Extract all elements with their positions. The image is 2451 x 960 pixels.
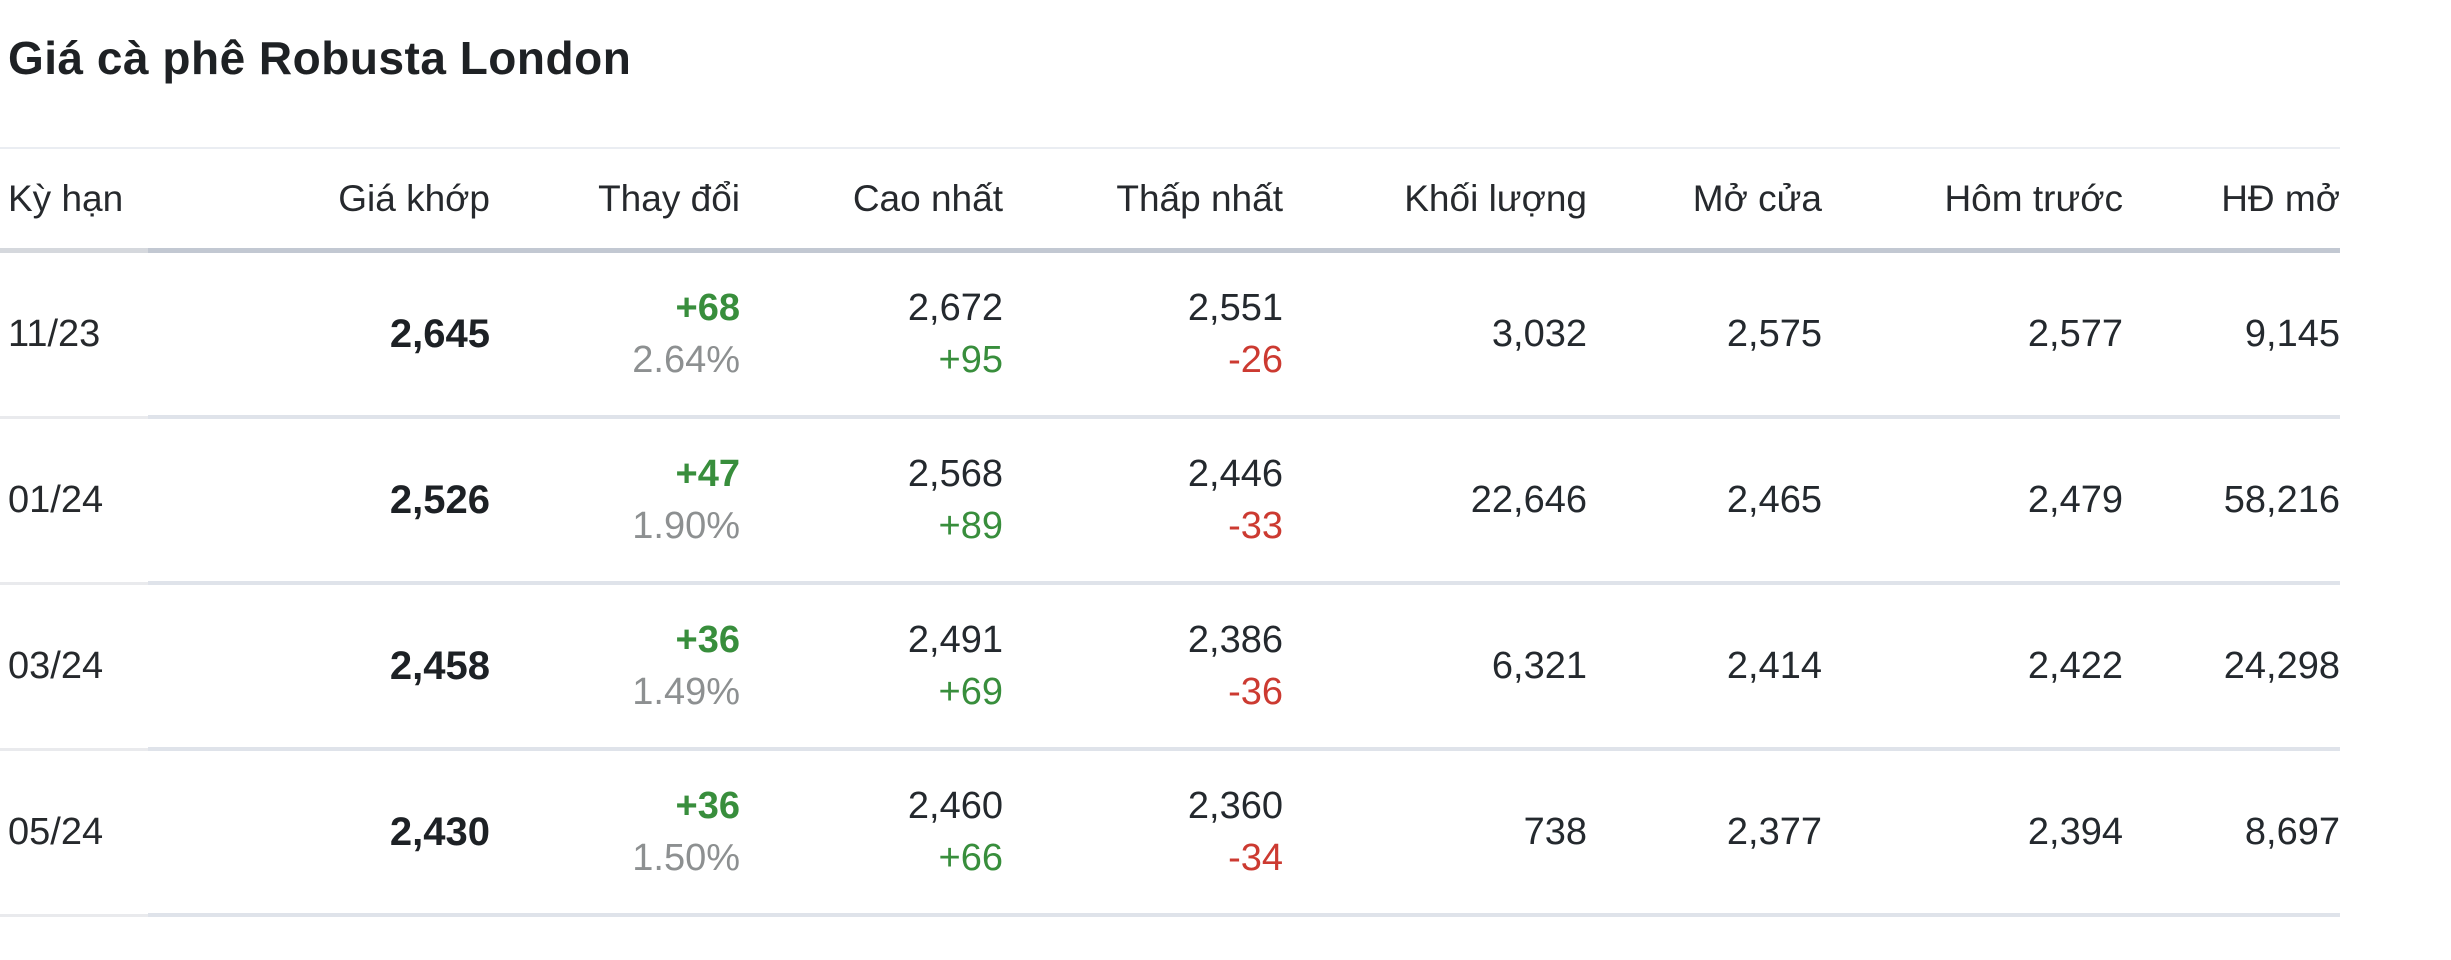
cell-open: 2,575	[1587, 250, 1822, 419]
header-cell-low: Thấp nhất	[1003, 148, 1283, 253]
cell-volume: 738	[1283, 749, 1587, 917]
cell-price: 2,458	[148, 583, 490, 751]
table-row: 03/24 2,458 +36 1.49% 2,491 +69 2,386 -3…	[0, 583, 2340, 751]
cell-change: +36 1.49%	[490, 583, 740, 751]
cell-low: 2,360 -34	[1003, 749, 1283, 917]
cell-term: 11/23	[0, 250, 148, 419]
cell-open-interest: 9,145	[2123, 250, 2340, 419]
cell-open-interest: 24,298	[2123, 583, 2340, 751]
cell-high: 2,491 +69	[740, 583, 1003, 751]
cell-open: 2,377	[1587, 749, 1822, 917]
cell-prev: 2,577	[1822, 250, 2123, 419]
low-change: -26	[1228, 339, 1283, 381]
cell-open: 2,465	[1587, 417, 1822, 585]
low-change: -36	[1228, 671, 1283, 713]
table-row: 01/24 2,526 +47 1.90% 2,568 +89 2,446 -3…	[0, 417, 2340, 585]
cell-open: 2,414	[1587, 583, 1822, 751]
cell-prev: 2,479	[1822, 417, 2123, 585]
cell-change: +47 1.90%	[490, 417, 740, 585]
high-change: +89	[938, 505, 1003, 547]
change-percent: 1.49%	[632, 671, 740, 713]
cell-high: 2,568 +89	[740, 417, 1003, 585]
low-value: 2,446	[1187, 453, 1283, 495]
high-value: 2,491	[907, 619, 1003, 661]
change-percent: 1.90%	[632, 505, 740, 547]
header-cell-volume: Khối lượng	[1283, 148, 1587, 253]
change-value: +36	[675, 785, 740, 827]
low-change: -33	[1228, 505, 1283, 547]
table-header-row: Kỳ hạn Giá khớp Thay đổi Cao nhất Thấp n…	[0, 148, 2340, 253]
header-cell-open: Mở cửa	[1587, 148, 1822, 253]
cell-prev: 2,394	[1822, 749, 2123, 917]
cell-term: 05/24	[0, 749, 148, 917]
cell-price: 2,645	[148, 250, 490, 419]
cell-volume: 22,646	[1283, 417, 1587, 585]
cell-volume: 6,321	[1283, 583, 1587, 751]
price-value: 2,526	[389, 477, 490, 522]
cell-price: 2,430	[148, 749, 490, 917]
cell-prev: 2,422	[1822, 583, 2123, 751]
cell-term: 03/24	[0, 583, 148, 751]
high-change: +66	[938, 837, 1003, 879]
high-value: 2,568	[907, 453, 1003, 495]
term-value: 05/24	[8, 810, 104, 853]
change-percent: 2.64%	[632, 339, 740, 381]
high-value: 2,460	[907, 785, 1003, 827]
page-title: Giá cà phê Robusta London	[8, 32, 632, 84]
header-cell-change: Thay đổi	[490, 148, 740, 253]
low-value: 2,386	[1187, 619, 1283, 661]
change-percent: 1.50%	[632, 837, 740, 879]
cell-change: +68 2.64%	[490, 250, 740, 419]
price-value: 2,430	[389, 809, 490, 854]
price-value: 2,645	[389, 311, 490, 356]
high-change: +69	[938, 671, 1003, 713]
term-value: 01/24	[8, 478, 104, 521]
cell-low: 2,386 -36	[1003, 583, 1283, 751]
header-cell-high: Cao nhất	[740, 148, 1003, 253]
cell-low: 2,551 -26	[1003, 250, 1283, 419]
change-value: +36	[675, 619, 740, 661]
cell-term: 01/24	[0, 417, 148, 585]
price-value: 2,458	[389, 643, 490, 688]
header-cell-price: Giá khớp	[148, 148, 490, 253]
cell-change: +36 1.50%	[490, 749, 740, 917]
change-value: +68	[675, 287, 740, 329]
cell-high: 2,460 +66	[740, 749, 1003, 917]
term-value: 03/24	[8, 644, 104, 687]
table-row: 05/24 2,430 +36 1.50% 2,460 +66 2,360 -3…	[0, 749, 2340, 917]
low-value: 2,360	[1187, 785, 1283, 827]
cell-high: 2,672 +95	[740, 250, 1003, 419]
high-value: 2,672	[907, 287, 1003, 329]
high-change: +95	[938, 339, 1003, 381]
cell-volume: 3,032	[1283, 250, 1587, 419]
low-value: 2,551	[1187, 287, 1283, 329]
header-cell-term: Kỳ hạn	[0, 148, 148, 253]
low-change: -34	[1228, 837, 1283, 879]
cell-price: 2,526	[148, 417, 490, 585]
term-value: 11/23	[8, 312, 101, 355]
cell-low: 2,446 -33	[1003, 417, 1283, 585]
table-row: 11/23 2,645 +68 2.64% 2,672 +95 2,551 -2…	[0, 250, 2340, 419]
header-cell-prev: Hôm trước	[1822, 148, 2123, 253]
cell-open-interest: 8,697	[2123, 749, 2340, 917]
price-table: Kỳ hạn Giá khớp Thay đổi Cao nhất Thấp n…	[0, 147, 2340, 917]
cell-open-interest: 58,216	[2123, 417, 2340, 585]
change-value: +47	[675, 453, 740, 495]
header-cell-open-interest: HĐ mở	[2123, 148, 2340, 253]
